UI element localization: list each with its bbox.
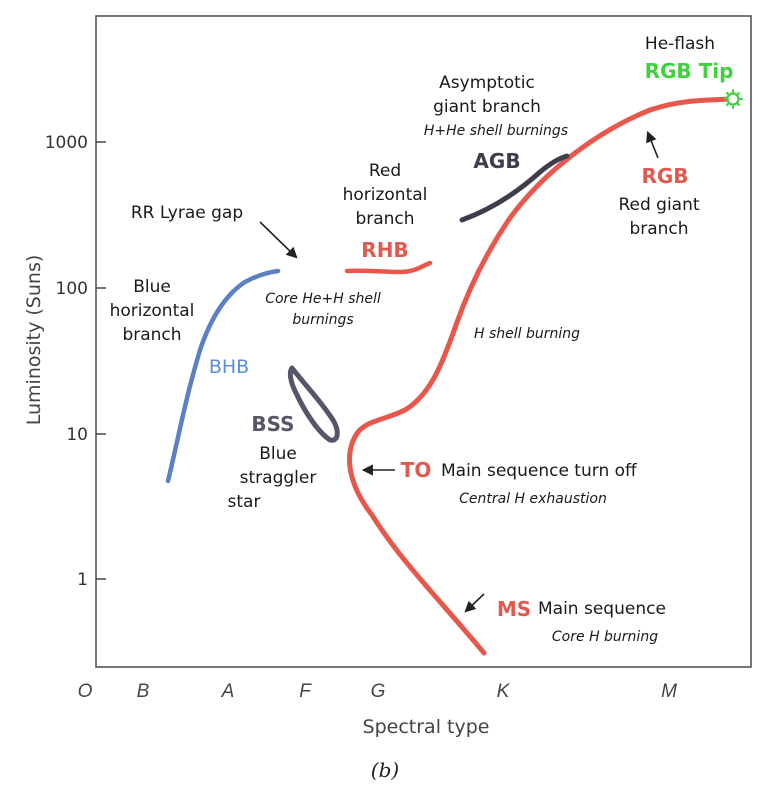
rhb-label-line3: branch <box>355 209 414 229</box>
ms-label: Main sequence <box>538 599 666 619</box>
x-tick-label: G <box>371 681 386 702</box>
y-tick-label: 100 <box>56 279 88 299</box>
rgb-label-line1: Red giant <box>618 195 699 215</box>
ms-sub-label: Core H burning <box>552 629 658 645</box>
y-tick-label: 1 <box>77 570 88 590</box>
x-tick-label: M <box>661 681 677 702</box>
x-tick-label: K <box>497 681 511 702</box>
bhb-abbr: BHB <box>209 356 249 378</box>
bhb-track <box>165 268 281 484</box>
rr-lyrae-gap-label: RR Lyrae gap <box>131 203 243 223</box>
agb-track <box>459 153 570 223</box>
to-label: Main sequence turn off <box>441 461 638 481</box>
h-shell-burning-label: H shell burning <box>474 326 580 342</box>
x-axis-label: Spectral type <box>363 716 490 738</box>
rhb-track <box>344 260 433 275</box>
y-tick-label: 1000 <box>45 133 88 153</box>
main-track-red <box>347 96 736 656</box>
bhb-label-line2: horizontal <box>110 301 195 321</box>
bhb-label-line1: Blue <box>133 277 171 297</box>
agb-label-line1: Asymptotic <box>439 73 535 93</box>
rgb-abbr: RGB <box>641 164 688 188</box>
bss-loop <box>287 365 340 443</box>
agb-sub-label: H+He shell burnings <box>424 123 568 139</box>
bss-label-line3: star <box>228 492 261 512</box>
y-tick-label: 10 <box>66 425 88 445</box>
y-axis: 1000 100 10 1 Luminosity (Suns) <box>23 133 106 590</box>
rgb-label-line2: branch <box>629 219 688 239</box>
bhb-label-line3: branch <box>122 325 181 345</box>
rhb-abbr: RHB <box>361 238 408 262</box>
x-axis: O B A F G K M Spectral type <box>78 681 677 738</box>
bss-label-line1: Blue <box>259 444 297 464</box>
rgb-arrow <box>646 130 659 159</box>
to-abbr: TO <box>401 458 432 482</box>
bss-abbr: BSS <box>251 412 294 436</box>
ms-abbr: MS <box>497 597 531 621</box>
bss-label-line2: straggler <box>240 468 317 488</box>
he-flash-star-icon <box>723 89 743 109</box>
rr-lyrae-arrow <box>259 221 298 259</box>
y-axis-label: Luminosity (Suns) <box>23 255 45 426</box>
figure-caption: (b) <box>371 758 399 782</box>
rgb-tip-label: RGB Tip <box>645 59 734 83</box>
x-tick-label: F <box>299 681 312 702</box>
to-sub-label: Central H exhaustion <box>459 491 607 507</box>
ms-arrow <box>464 593 485 613</box>
rhb-label-line2: horizontal <box>343 185 428 205</box>
he-flash-label: He-flash <box>645 34 715 54</box>
x-tick-label: A <box>221 681 235 702</box>
x-tick-label: B <box>137 681 150 702</box>
x-tick-label: O <box>78 681 93 702</box>
core-burning-label-line2: burnings <box>292 312 353 328</box>
agb-label-line2: giant branch <box>433 97 541 117</box>
core-burning-label-line1: Core He+H shell <box>265 291 381 307</box>
agb-abbr: AGB <box>473 149 520 173</box>
rhb-label-line1: Red <box>369 161 401 181</box>
plot-area <box>95 15 752 668</box>
